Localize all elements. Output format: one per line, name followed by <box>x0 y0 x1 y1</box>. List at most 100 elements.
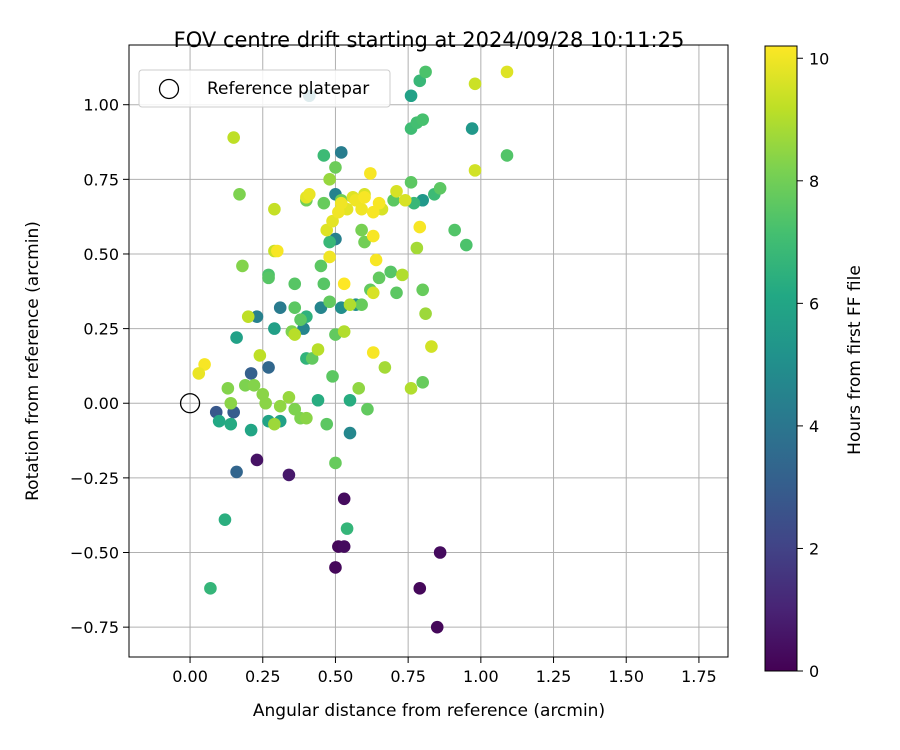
data-point <box>500 149 514 162</box>
data-point <box>337 325 351 338</box>
data-point <box>460 238 473 252</box>
data-point <box>282 468 296 482</box>
data-point <box>329 561 342 574</box>
data-point <box>372 271 386 285</box>
data-point <box>419 307 432 320</box>
colorbar-tick-label: 0 <box>809 662 819 681</box>
colorbar-ticks: 0 2 4 6 8 10 <box>797 49 829 681</box>
data-point <box>340 522 354 535</box>
data-point <box>302 187 316 201</box>
data-point <box>236 259 249 273</box>
data-point <box>390 286 403 300</box>
data-point <box>430 620 444 634</box>
data-point <box>239 379 252 392</box>
colorbar-tick-label: 10 <box>809 49 829 68</box>
data-point <box>425 340 438 353</box>
data-point <box>288 301 302 315</box>
data-point <box>311 343 325 356</box>
data-point <box>448 223 461 237</box>
colorbar-tick-label: 2 <box>809 539 819 558</box>
data-point <box>241 310 255 323</box>
data-point <box>404 382 418 395</box>
y-tick-label: 0.00 <box>83 394 119 413</box>
data-point <box>366 286 380 300</box>
data-point <box>384 265 397 279</box>
x-axis-label: Angular distance from reference (arcmin) <box>253 701 605 721</box>
y-tick-label: −0.50 <box>70 544 119 563</box>
data-point <box>398 193 412 207</box>
data-point <box>320 417 334 431</box>
data-point <box>419 65 432 79</box>
data-point <box>323 295 336 309</box>
data-point <box>268 417 281 431</box>
data-point <box>366 346 380 359</box>
data-point <box>317 277 331 291</box>
data-point <box>326 214 339 228</box>
data-point <box>465 122 479 135</box>
x-tick-label: 0.50 <box>318 667 354 686</box>
y-tick-label: 1.00 <box>83 96 119 115</box>
data-point <box>329 161 342 174</box>
data-point <box>343 426 357 440</box>
data-point <box>282 390 296 404</box>
data-point <box>323 235 336 249</box>
data-point <box>305 352 319 365</box>
data-point <box>396 268 409 282</box>
data-point <box>334 196 348 210</box>
data-point <box>416 376 429 389</box>
y-tick-label: 0.50 <box>83 245 119 264</box>
colorbar-tick-label: 8 <box>809 172 819 191</box>
y-tick-label: −0.25 <box>70 469 119 488</box>
plot-area-frame <box>128 44 729 658</box>
data-point <box>288 402 302 416</box>
data-point <box>366 229 380 243</box>
data-point <box>221 382 235 395</box>
data-point <box>343 298 357 312</box>
data-point <box>416 283 429 297</box>
data-point <box>413 220 427 234</box>
data-point <box>433 546 447 559</box>
data-point <box>230 331 243 344</box>
data-point <box>212 414 226 428</box>
legend-label: Reference platepar <box>207 79 369 99</box>
y-tick-label: 0.25 <box>83 320 119 339</box>
data-point <box>468 77 482 91</box>
data-point <box>404 89 418 103</box>
data-point <box>413 582 427 595</box>
data-point <box>468 164 482 177</box>
data-point <box>326 370 339 383</box>
data-point <box>355 298 368 312</box>
data-point <box>361 402 374 416</box>
colorbar-gradient <box>764 45 798 672</box>
data-point <box>358 190 371 204</box>
data-point <box>244 423 258 437</box>
data-point <box>337 277 351 291</box>
data-point <box>317 149 331 162</box>
data-point <box>294 313 307 326</box>
data-point <box>323 250 336 264</box>
data-point <box>366 205 380 219</box>
reference-marker <box>179 393 201 414</box>
data-point <box>288 328 302 341</box>
x-tick-label: 0.75 <box>390 667 426 686</box>
data-point <box>364 167 377 180</box>
data-point <box>343 393 357 407</box>
x-tick-label: 1.50 <box>608 667 644 686</box>
data-point <box>352 382 366 395</box>
data-points <box>192 65 514 634</box>
data-point <box>198 358 211 371</box>
legend-box <box>138 69 391 108</box>
data-point <box>270 244 284 258</box>
data-point <box>372 196 386 210</box>
reference-point <box>179 393 201 414</box>
data-point <box>311 393 325 407</box>
data-point <box>390 184 403 198</box>
data-point <box>288 277 302 291</box>
y-tick-label: 0.75 <box>83 170 119 189</box>
data-point <box>227 131 240 144</box>
data-point <box>233 187 246 201</box>
data-point <box>404 176 418 189</box>
legend: Reference platepar <box>138 69 391 108</box>
data-point <box>355 223 368 237</box>
